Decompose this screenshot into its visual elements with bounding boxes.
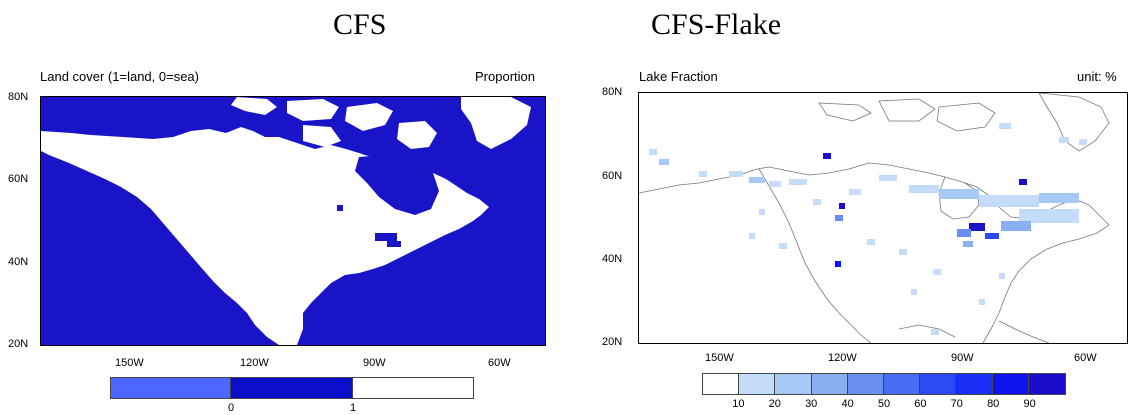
left-lat-tick: 40N: [8, 256, 29, 268]
colorbar-box: [956, 374, 993, 394]
right-lat-tick: 80N: [602, 86, 623, 98]
right-lon-tick: 120W: [828, 352, 857, 364]
left-lat-tick: 20N: [8, 338, 29, 350]
right-lat-tick: 60N: [602, 170, 623, 182]
right-colorbar-label: 10: [732, 398, 745, 410]
left-lon-tick: 150W: [115, 357, 144, 369]
hudson-bay: [355, 155, 439, 215]
right-colorbar-label: 60: [914, 398, 927, 410]
colorbar-box: [775, 374, 812, 394]
right-map-title: Lake Fraction: [639, 69, 718, 84]
colorbar-box: [992, 374, 1029, 394]
right-lon-tick: 150W: [705, 352, 734, 364]
right-colorbar: [702, 373, 1066, 395]
colorbar-box: [231, 378, 353, 398]
left-map-units: Proportion: [475, 69, 535, 84]
colorbar-box: [920, 374, 957, 394]
left-lat-tick: 60N: [8, 173, 29, 185]
right-colorbar-label: 80: [987, 398, 1000, 410]
colorbar-box: [811, 374, 848, 394]
right-colorbar-label: 90: [1023, 398, 1036, 410]
left-map-title: Land cover (1=land, 0=sea): [40, 69, 199, 84]
left-colorbar-label: 0: [227, 402, 235, 414]
right-colorbar-label: 50: [877, 398, 891, 410]
right-lon-tick: 90W: [951, 352, 974, 364]
left-panel-heading: CFS: [333, 8, 387, 41]
colorbar-box: [739, 374, 776, 394]
colorbar-box: [884, 374, 921, 394]
right-lat-tick: 20N: [602, 336, 623, 348]
right-map-frame: [638, 92, 1128, 344]
left-map-panel: Land cover (1=land, 0=sea) Proportion 80…: [0, 0, 560, 415]
left-lon-tick: 90W: [363, 357, 386, 369]
right-map-units: unit: %: [1077, 69, 1117, 84]
right-map-panel: Lake Fraction unit: % 80N 60N 40N 20N: [560, 0, 1135, 415]
right-colorbar-label: 30: [805, 398, 818, 410]
lake-fraction-map: [639, 93, 1127, 343]
right-panel-heading: CFS-Flake: [651, 8, 782, 41]
right-colorbar-label: 40: [841, 398, 854, 410]
left-colorbar: [110, 377, 474, 399]
great-lakes: [375, 233, 397, 241]
lake-cells: [649, 123, 1087, 335]
left-colorbar-label: 1: [349, 402, 357, 414]
greenland: [461, 97, 531, 149]
arctic-islands: [231, 97, 277, 115]
colorbar-box: [847, 374, 885, 394]
colorbar-box: [352, 378, 473, 398]
right-colorbar-label: 20: [768, 398, 781, 410]
land-cover-map: [41, 97, 545, 345]
left-lon-tick: 60W: [488, 357, 511, 369]
left-map-frame: [40, 96, 546, 346]
colorbar-box: [1028, 374, 1066, 394]
right-lon-tick: 60W: [1074, 352, 1097, 364]
right-lat-tick: 40N: [602, 253, 623, 265]
colorbar-box: [111, 378, 232, 398]
right-colorbar-label: 70: [950, 398, 963, 410]
left-lon-tick: 120W: [240, 357, 269, 369]
colorbar-box: [703, 374, 740, 394]
left-lat-tick: 80N: [8, 91, 29, 103]
